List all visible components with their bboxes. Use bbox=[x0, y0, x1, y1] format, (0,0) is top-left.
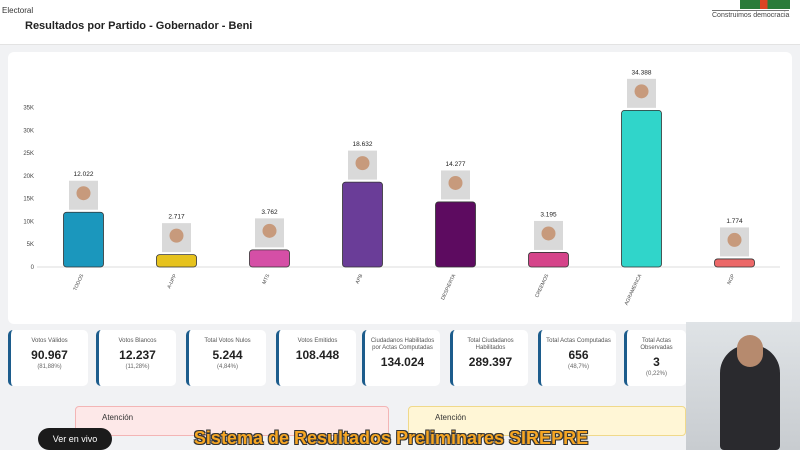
bar bbox=[621, 109, 662, 268]
interpreter-face bbox=[737, 335, 763, 367]
candidate-face bbox=[634, 84, 649, 99]
stat-card: Total Actas Computadas 656 (48,7%) bbox=[538, 330, 616, 386]
stat-value: 656 bbox=[568, 348, 589, 362]
value-label: 3.762 bbox=[261, 209, 278, 216]
stat-card: Votos Emitidos 108.448 bbox=[276, 330, 356, 386]
y-tick-label: 10K bbox=[23, 219, 34, 225]
stat-card: Votos Blancos 12.237 (11,28%) bbox=[96, 330, 176, 386]
value-label: 3.195 bbox=[540, 211, 557, 218]
stat-card: Total Ciudadanos Habilitados 289.397 bbox=[450, 330, 528, 386]
value-label: 12.022 bbox=[74, 171, 94, 178]
stat-label: Total Ciudadanos Habilitados bbox=[467, 338, 514, 351]
stat-label: Ciudadanos Habilitados por Actas Computa… bbox=[370, 338, 435, 351]
chart: 0 5K 10K 15K 20K 25K 30K 35K TODOS 12.022 A-UPP 2.7… bbox=[23, 69, 780, 307]
banner: Sistema de Resultados Preliminares SIREP… bbox=[193, 428, 589, 448]
logo-mark bbox=[740, 0, 790, 9]
y-tick-label: 25K bbox=[23, 151, 34, 157]
y-tick-label: 35K bbox=[23, 106, 34, 112]
stat-label: Votos Emitidos bbox=[297, 338, 338, 344]
stat-label: Votos Válidos bbox=[31, 338, 68, 344]
y-tick-label: 15K bbox=[23, 197, 34, 203]
stat-value: 12.237 bbox=[119, 348, 156, 362]
value-label: 2.717 bbox=[168, 214, 185, 221]
bar bbox=[63, 211, 104, 268]
x-tick-label: A-UPP bbox=[166, 273, 178, 290]
stat-value: 108.448 bbox=[295, 348, 340, 362]
alert: Atención bbox=[75, 406, 389, 436]
x-tick-label: DESPIERTA bbox=[440, 273, 458, 301]
stat-card: Ciudadanos Habilitados por Actas Computa… bbox=[362, 330, 440, 386]
value-label: 1.774 bbox=[726, 218, 743, 225]
x-tick-label: APB bbox=[355, 273, 365, 285]
bar bbox=[156, 254, 197, 268]
y-tick-label: 20K bbox=[23, 174, 34, 180]
bar bbox=[528, 252, 569, 268]
candidate-face bbox=[727, 232, 742, 247]
stat-percent: (11,28%) bbox=[125, 364, 150, 370]
stat-value: 134.024 bbox=[380, 355, 425, 369]
value-label: 18.632 bbox=[353, 141, 373, 148]
top-bar bbox=[0, 0, 800, 45]
stat-card: Votos Válidos 90.967 (81,88%) bbox=[8, 330, 88, 386]
stat-value: 90.967 bbox=[31, 348, 68, 362]
x-tick-label: CREEMOS bbox=[534, 273, 550, 299]
stat-label: Total Votos Nulos bbox=[204, 338, 251, 344]
stat-percent: (4,84%) bbox=[216, 364, 238, 370]
x-tick-label: TODOS bbox=[72, 273, 85, 292]
stat-card: Total Actas Observadas 3 (0,22%) bbox=[624, 330, 686, 386]
bar bbox=[249, 249, 290, 268]
bar bbox=[435, 201, 476, 268]
stat-value: 289.397 bbox=[468, 355, 513, 369]
x-tick-label: MTS bbox=[261, 273, 271, 286]
y-tick-label: 30K bbox=[23, 128, 34, 134]
candidate-face bbox=[262, 223, 277, 238]
y-tick-label: 0 bbox=[31, 265, 35, 271]
stat-label: Total Actas Observadas bbox=[640, 338, 673, 351]
stat-label: Votos Blancos bbox=[118, 338, 157, 344]
stat-label: Total Actas Computadas bbox=[546, 338, 611, 344]
logo: Construimos democracia bbox=[712, 10, 790, 19]
brand: Electoral bbox=[2, 6, 34, 15]
bar bbox=[714, 258, 755, 268]
candidate-face bbox=[541, 226, 556, 241]
stat-value: 3 bbox=[653, 355, 660, 369]
x-tick-label: AGRAMERICA bbox=[624, 273, 644, 307]
stat-percent: (48,7%) bbox=[567, 364, 589, 370]
x-tick-label: NGP bbox=[726, 273, 736, 286]
alert: Atención bbox=[408, 406, 686, 436]
value-label: 34.388 bbox=[632, 69, 652, 76]
stat-value: 5.244 bbox=[212, 348, 243, 362]
y-tick-label: 5K bbox=[27, 242, 34, 248]
value-label: 14.277 bbox=[446, 161, 466, 168]
stat-percent: (0,22%) bbox=[645, 371, 667, 377]
page-title: Resultados por Partido - Gobernador - Be… bbox=[25, 20, 253, 32]
live-button[interactable]: Ver en vivo bbox=[38, 428, 112, 450]
candidate-face bbox=[448, 175, 463, 190]
candidate-face bbox=[76, 186, 91, 201]
candidate-face bbox=[169, 228, 184, 243]
bar bbox=[342, 181, 383, 268]
stat-card: Total Votos Nulos 5.244 (4,84%) bbox=[186, 330, 266, 386]
stat-percent: (81,88%) bbox=[37, 364, 62, 370]
candidate-face bbox=[355, 156, 370, 171]
